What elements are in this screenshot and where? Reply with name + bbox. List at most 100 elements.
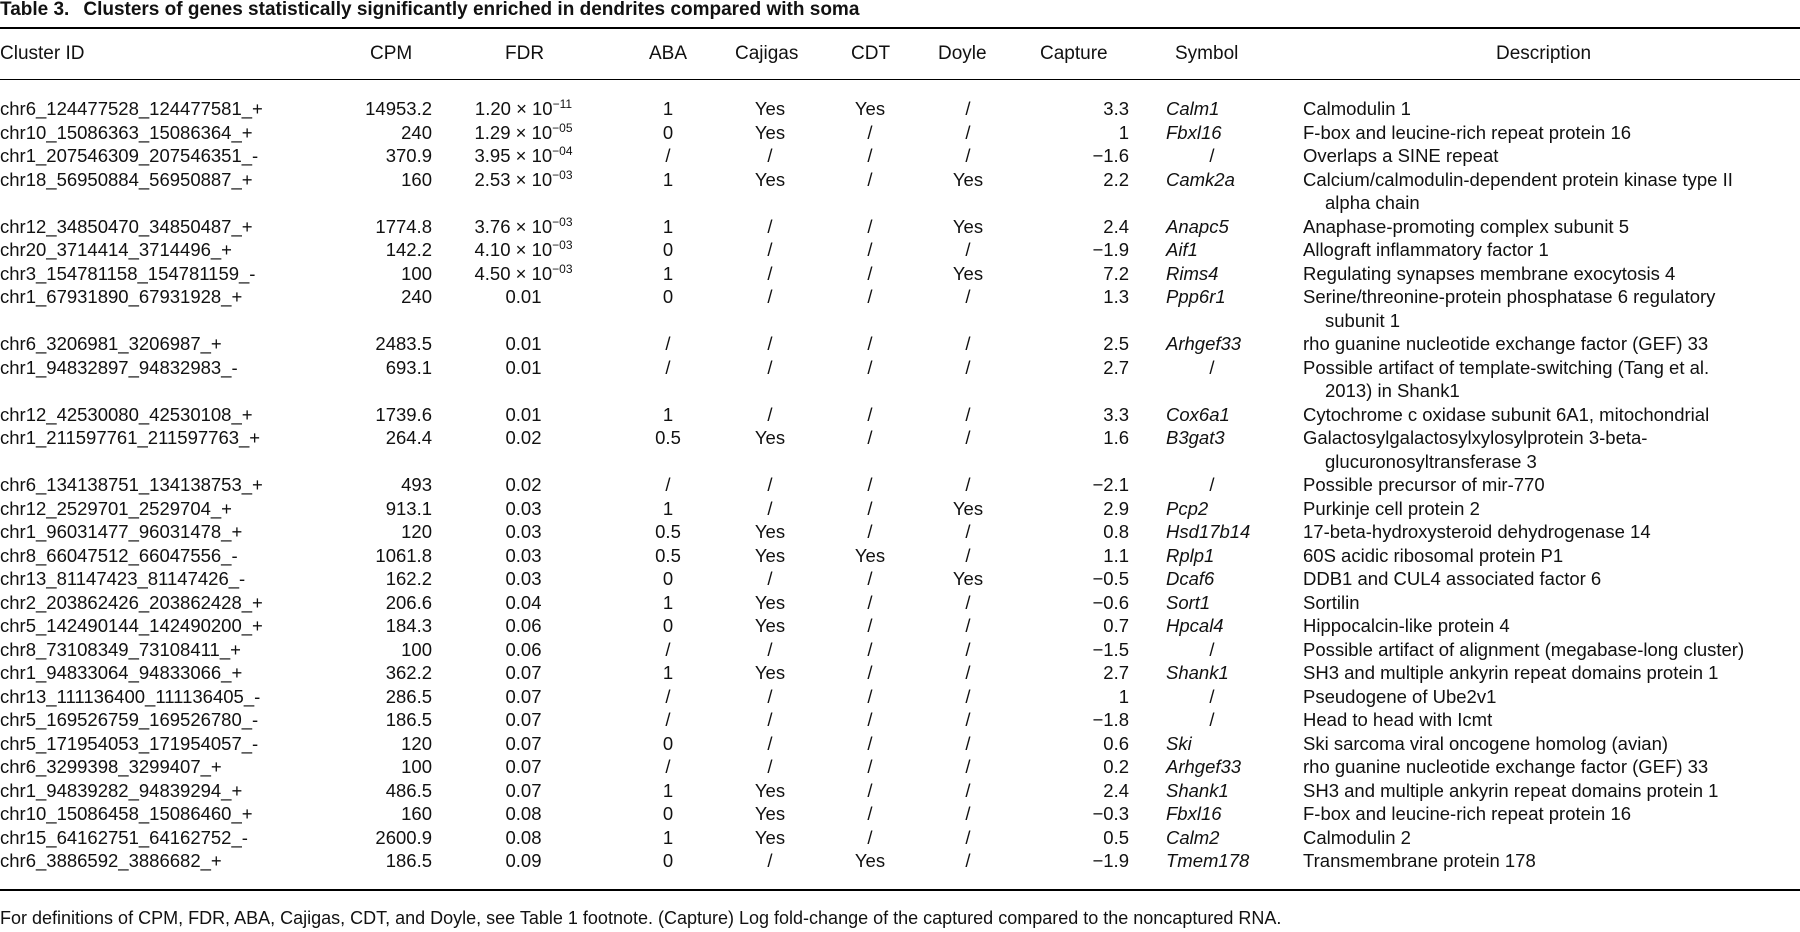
fdr-exponent: −03: [552, 167, 573, 182]
cell-capture: 0.2: [1103, 756, 1129, 777]
cell-cajigas: /: [767, 474, 773, 495]
cell-cajigas: /: [767, 145, 773, 166]
description-line-1: SH3 and multiple ankyrin repeat domains …: [1303, 662, 1719, 683]
cell-cluster-id: chr18_56950884_56950887_+: [0, 168, 253, 190]
cell-description: F-box and leucine-rich repeat protein 16: [1303, 802, 1800, 826]
cell-aba: 0: [662, 850, 674, 871]
header-doyle: Doyle: [938, 43, 987, 64]
cell-description: 60S acidic ribosomal protein P1: [1303, 544, 1800, 568]
cell-cdt: /: [867, 145, 873, 166]
cell-cluster-id: chr5_169526759_169526780_-: [0, 709, 259, 730]
cell-description: SH3 and multiple ankyrin repeat domains …: [1303, 779, 1800, 803]
cell-cluster-id: chr13_81147423_81147426_-: [0, 568, 246, 589]
cell-cajigas: /: [767, 756, 773, 777]
cell-fdr: 0.07: [455, 708, 592, 732]
description-line-1: Calmodulin 2: [1303, 826, 1411, 848]
cell-cajigas: Yes: [754, 168, 786, 190]
cell-cajigas: Yes: [754, 779, 786, 801]
cell-cdt: /: [867, 826, 873, 848]
cell-doyle: /: [965, 709, 971, 730]
cell-cajigas: Yes: [754, 544, 786, 566]
description-line-2: alpha chain: [1325, 192, 1420, 213]
cell-fdr: 1.20 × 10−11: [455, 97, 592, 121]
cell-description: Galactosylgalactosylxylosylprotein 3-bet…: [1303, 426, 1800, 473]
cell-cdt: /: [867, 591, 873, 613]
cell-cdt: /: [867, 239, 873, 260]
fdr-mantissa: 0.01: [505, 403, 542, 425]
cell-fdr: 0.01: [455, 403, 592, 427]
cell-fdr: 0.07: [455, 685, 592, 709]
cell-cajigas: /: [767, 638, 773, 660]
table-row: chr3_154781158_154781159_- 100 4.50 × 10−0…: [0, 262, 1800, 286]
cell-cpm: 370.9: [385, 145, 432, 166]
fdr-mantissa: 0.03: [505, 497, 542, 519]
table-row: chr18_56950884_56950887_+ 160 2.53 × 10−03…: [0, 168, 1800, 215]
cell-cdt: /: [867, 638, 873, 660]
cell-cluster-id: chr15_64162751_64162752_-: [0, 826, 248, 848]
cell-fdr: 0.03: [455, 567, 592, 591]
fdr-mantissa: 1.29 × 10: [474, 121, 553, 143]
fdr-mantissa: 0.08: [505, 803, 542, 824]
cell-cluster-id: chr13_111136400_111136405_-: [0, 685, 261, 707]
cell-cluster-id: chr8_73108349_73108411_+: [0, 638, 241, 660]
cell-cpm: 264.4: [385, 427, 432, 448]
header-capture: Capture: [1040, 43, 1108, 64]
cell-cpm: 186.5: [385, 850, 432, 871]
cell-cajigas: /: [767, 732, 773, 754]
cell-doyle: Yes: [952, 568, 984, 589]
table-row: chr5_142490144_142490200_+ 184.3 0.06 0 Yes /…: [0, 614, 1800, 638]
cell-capture: 3.3: [1103, 98, 1129, 119]
cell-cdt: /: [867, 779, 873, 801]
fdr-mantissa: 0.02: [505, 474, 542, 495]
description-line-1: Cytochrome c oxidase subunit 6A1, mitoch…: [1303, 403, 1710, 425]
fdr-mantissa: 0.06: [505, 615, 542, 636]
cell-capture: 2.7: [1103, 356, 1129, 378]
cell-symbol: Dcaf6: [1166, 568, 1215, 589]
cell-cajigas: /: [767, 685, 773, 707]
cell-capture: −0.5: [1092, 568, 1129, 589]
cell-cajigas: /: [767, 239, 773, 260]
cell-capture: −2.1: [1092, 474, 1129, 495]
table-row: chr20_3714414_3714496_+ 142.2 4.10 × 10−03…: [0, 238, 1800, 262]
cell-doyle: /: [965, 756, 971, 777]
cell-doyle: /: [965, 685, 971, 707]
fdr-mantissa: 0.01: [505, 333, 542, 354]
cell-cdt: /: [867, 121, 873, 143]
cell-doyle: /: [965, 803, 971, 824]
description-line-1: F-box and leucine-rich repeat protein 16: [1303, 121, 1632, 143]
bottom-rule: [0, 889, 1800, 891]
fdr-mantissa: 0.04: [505, 591, 542, 613]
fdr-mantissa: 0.03: [505, 521, 542, 542]
table-row: chr15_64162751_64162752_- 2600.9 0.08 1 Yes /…: [0, 826, 1800, 850]
cell-symbol: Rims4: [1166, 262, 1219, 284]
description-line-1: SH3 and multiple ankyrin repeat domains …: [1303, 779, 1719, 801]
table-row: chr10_15086363_15086364_+ 240 1.29 × 10−05…: [0, 121, 1800, 145]
fdr-mantissa: 0.07: [505, 756, 542, 777]
cell-cajigas: /: [767, 262, 773, 284]
description-line-1: Transmembrane protein 178: [1303, 850, 1536, 871]
cell-cluster-id: chr12_2529701_2529704_+: [0, 497, 232, 519]
table-footnote: For definitions of CPM, FDR, ABA, Cajiga…: [0, 908, 1282, 928]
description-line-1: Ski sarcoma viral oncogene homolog (avia…: [1303, 732, 1669, 754]
cell-capture: 7.2: [1103, 262, 1129, 284]
cell-description: Sortilin: [1303, 591, 1800, 615]
cell-cdt: /: [867, 803, 873, 824]
cell-doyle: /: [965, 98, 971, 119]
cell-aba: 1: [662, 662, 674, 683]
cell-cluster-id: chr20_3714414_3714496_+: [0, 239, 232, 260]
fdr-mantissa: 3.76 × 10: [474, 215, 553, 237]
cell-aba: 0: [662, 568, 674, 589]
header-cajigas: Cajigas: [735, 43, 799, 64]
cell-cajigas: Yes: [754, 662, 786, 683]
description-line-1: rho guanine nucleotide exchange factor (…: [1303, 333, 1709, 354]
cell-fdr: 0.02: [455, 473, 592, 497]
cell-aba: 1: [662, 779, 674, 801]
cell-description: Possible artifact of alignment (megabase…: [1303, 638, 1800, 662]
cell-symbol: Calm1: [1166, 98, 1220, 119]
cell-fdr: 0.01: [455, 285, 592, 309]
cell-doyle: /: [965, 521, 971, 542]
cell-capture: 2.5: [1103, 333, 1129, 354]
cell-description: Serine/threonine-protein phosphatase 6 r…: [1303, 285, 1800, 332]
cell-fdr: 0.07: [455, 779, 592, 803]
cell-description: Pseudogene of Ube2v1: [1303, 685, 1800, 709]
